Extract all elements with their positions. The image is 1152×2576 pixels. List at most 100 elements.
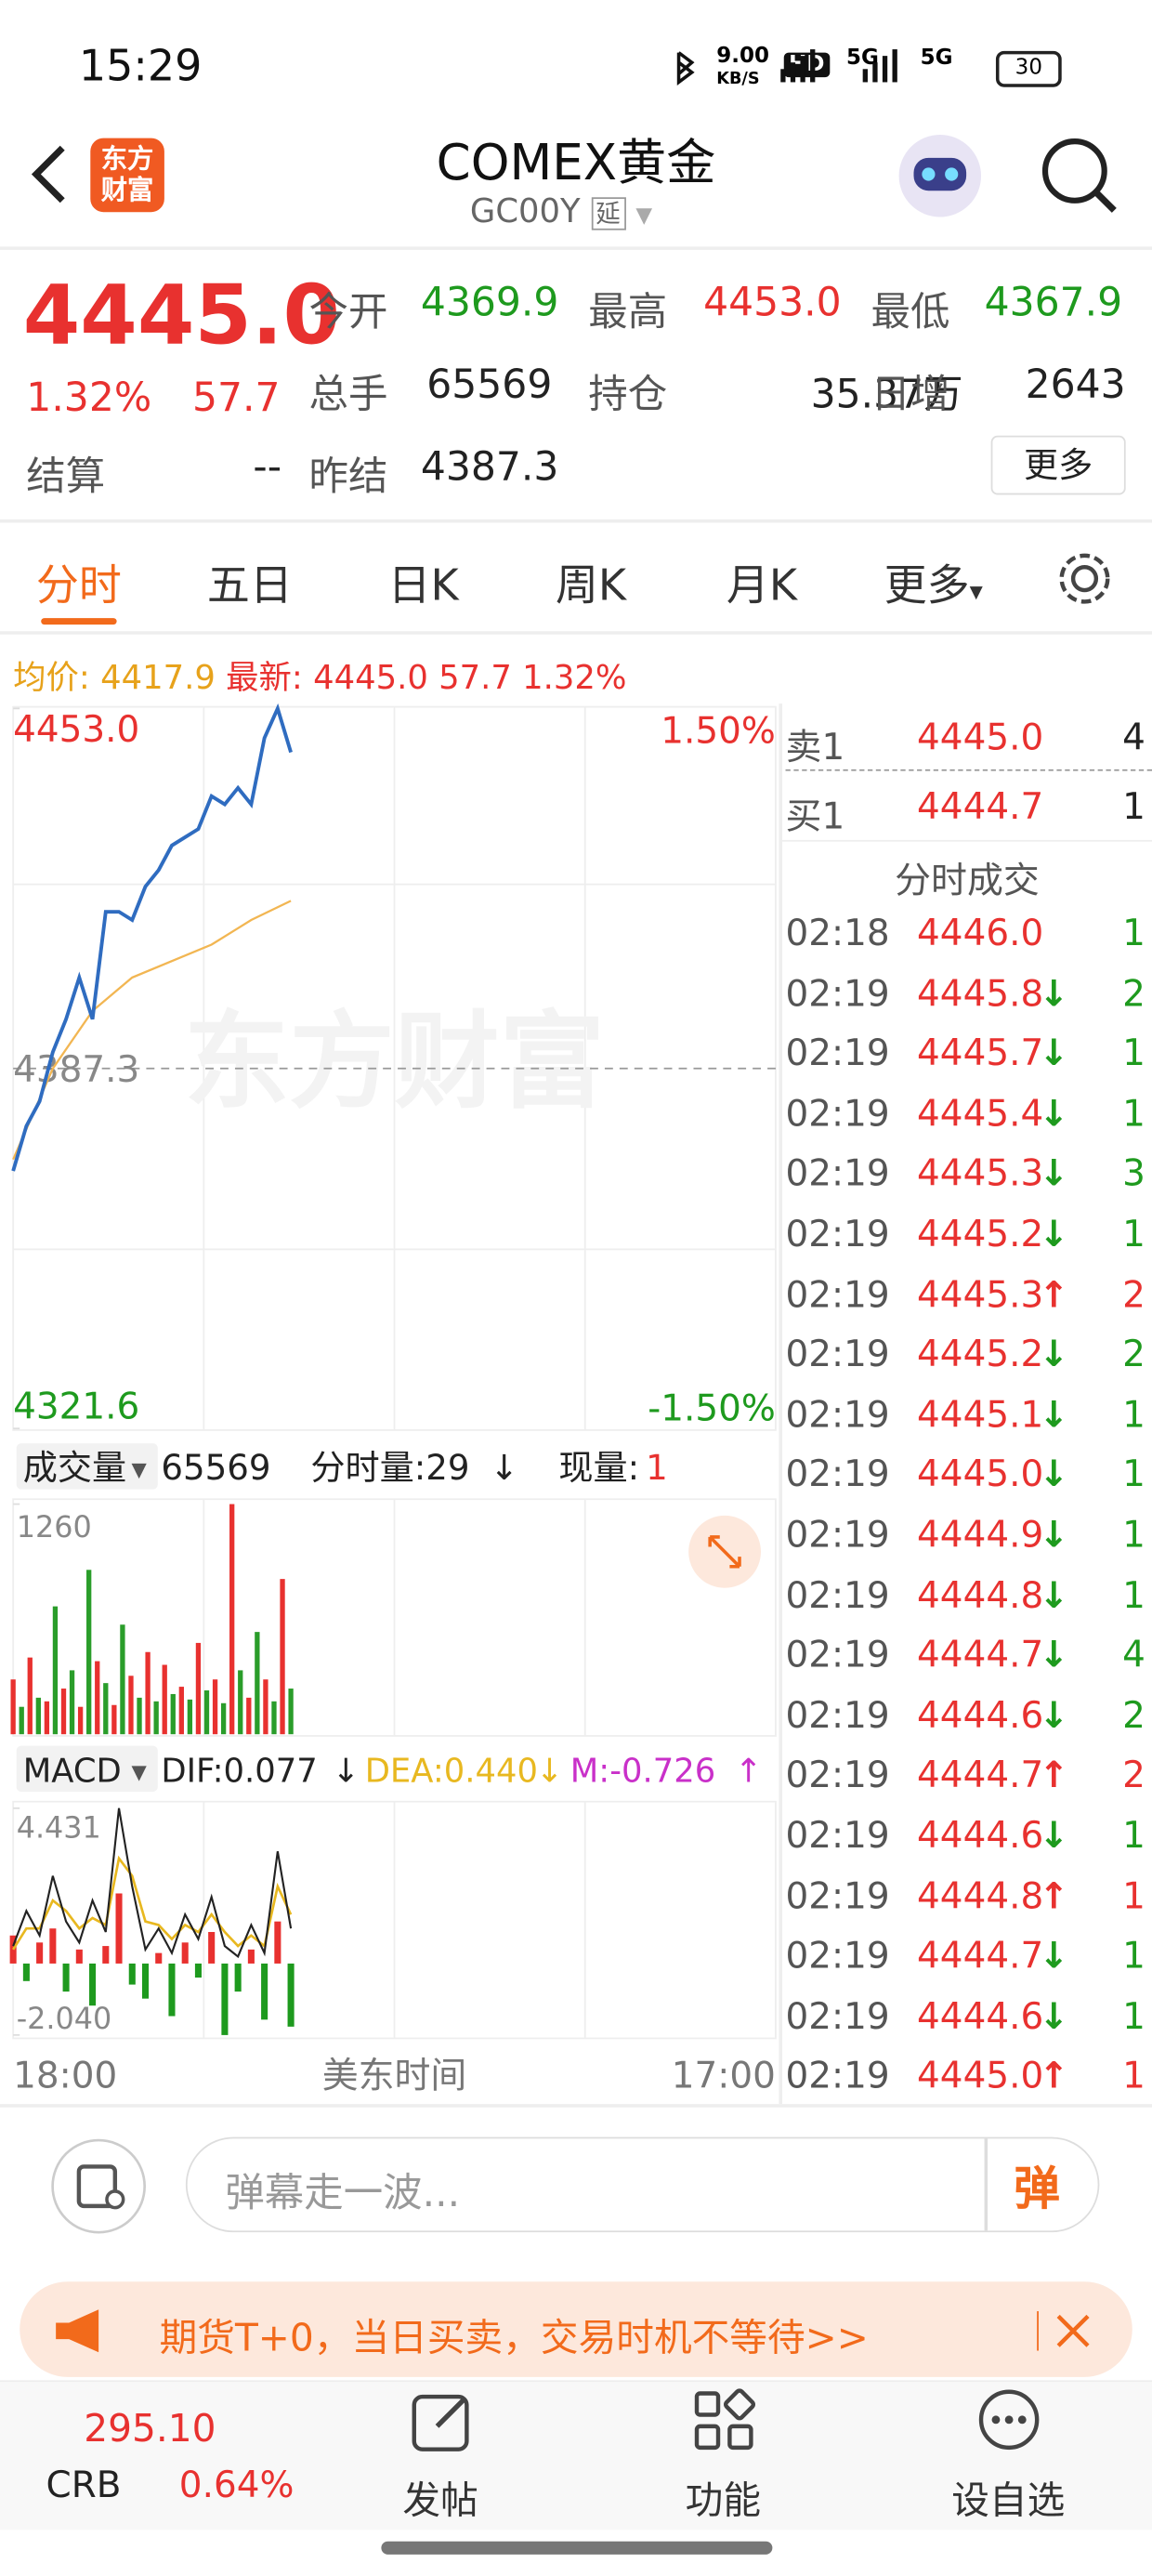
prev-value: 4387.3 (420, 443, 559, 491)
trade-arrow: ↓ (1038, 1575, 1069, 1617)
trade-time: 02:19 (785, 1876, 890, 1918)
trade-volume: 2 (1122, 1334, 1145, 1376)
nav-label[interactable]: 发帖 (402, 2480, 478, 2524)
macd-bar (208, 1931, 216, 1964)
trade-price: 4444.9 (917, 1515, 1044, 1557)
nav-label[interactable]: 设自选 (951, 2480, 1066, 2524)
trade-time: 02:19 (785, 1274, 890, 1317)
field-value: 4453.0 (703, 279, 842, 326)
macd-dif: DIF:0.077 (161, 1752, 317, 1790)
field-label: 今开 (308, 289, 388, 335)
close-banner[interactable] (1054, 2311, 1093, 2350)
code: GC00Y (469, 191, 581, 230)
trade-volume: 1 (1122, 1215, 1145, 1256)
trade-arrow: ↓ (1038, 1696, 1069, 1738)
trade-arrow: ↓ (1038, 1094, 1069, 1136)
bid-label: 买1 (785, 796, 845, 839)
last-value: 4445.0 (313, 657, 428, 698)
volume-bar (145, 1651, 151, 1735)
trade-volume: 1 (1122, 2057, 1145, 2098)
volume-bar (27, 1657, 33, 1735)
speed: 9.00 (716, 44, 769, 70)
tab[interactable]: 日K (387, 561, 459, 612)
macd-bar (168, 1963, 176, 2017)
trade-time: 02:19 (785, 1455, 890, 1497)
promo-banner[interactable] (20, 2281, 1132, 2377)
megaphone-icon (56, 2309, 99, 2353)
bluetooth-icon (676, 51, 695, 85)
volume-bar (35, 1697, 41, 1735)
tab[interactable]: 五日 (206, 561, 293, 612)
volume-bar (162, 1664, 167, 1735)
danmu-button[interactable]: 弹 (1014, 2162, 1060, 2216)
x-start: 18:00 (13, 2056, 117, 2097)
divider (0, 519, 1152, 523)
trade-price: 4445.2 (917, 1334, 1044, 1376)
divider (785, 769, 1152, 771)
trade-arrow: ↓ (1038, 1996, 1069, 2039)
trade-arrow: ↓ (1038, 1154, 1069, 1196)
macd-selector (16, 1745, 158, 1793)
more-button[interactable]: 更多 (990, 435, 1126, 495)
trade-price: 4446.0 (917, 913, 1044, 955)
caret: ▼ (132, 1458, 148, 1481)
field-label: 最高 (588, 289, 668, 335)
chart-area: 东方财富 4453.0 4387.3 4321.6 1.50% -1.50% 成交量 ▼ 655… (9, 703, 777, 2097)
last-label: 最新: (226, 657, 303, 698)
avg-value: 4417.9 (100, 657, 216, 698)
trade-time: 02:19 (785, 1154, 890, 1196)
trade-volume: 1 (1122, 1816, 1145, 1858)
volume-bar (120, 1624, 125, 1735)
trade-time: 02:19 (785, 1033, 890, 1076)
logo[interactable]: 东方 财富 (90, 138, 164, 213)
volume-bar (86, 1570, 92, 1735)
trade-time: 02:19 (785, 1937, 890, 1978)
ask-price: 4445.0 (917, 718, 1044, 760)
signal-icon-2 (780, 49, 816, 83)
watchlist-icon[interactable] (976, 2386, 1049, 2455)
tab[interactable]: 分时 (35, 561, 122, 612)
search-button[interactable] (1035, 132, 1120, 217)
divider (0, 246, 1152, 250)
trade-price: 4445.3 (917, 1274, 1044, 1317)
tab[interactable]: 周K (555, 561, 627, 612)
macd-bar (274, 1921, 281, 1964)
trade-time: 02:19 (785, 974, 890, 1016)
macd-m: M:-0.726 (570, 1752, 715, 1790)
volume-bar (60, 1689, 67, 1735)
crb-value: 295.10 (84, 2408, 216, 2451)
x-end: 17:00 (672, 2056, 776, 2097)
function-icon[interactable] (690, 2386, 763, 2455)
volume-bar (111, 1704, 117, 1735)
avg-line (12, 900, 292, 1161)
tab[interactable]: 月K (726, 561, 798, 612)
volume-bar (137, 1697, 142, 1735)
post-icon[interactable] (408, 2386, 480, 2455)
ask-volume: 4 (1122, 718, 1145, 760)
robot-avatar[interactable] (894, 132, 992, 224)
macd-dea: DEA:0.440 (365, 1752, 538, 1790)
now-value: 1 (646, 1448, 668, 1488)
macd-bar (181, 1942, 189, 1964)
volume-bar (255, 1632, 260, 1735)
danmu-settings-button[interactable] (49, 2137, 148, 2236)
back-button[interactable] (23, 141, 72, 207)
nav-label[interactable]: 功能 (685, 2480, 762, 2524)
speed-unit: KB/S (716, 71, 760, 89)
settings-button[interactable] (1055, 549, 1115, 609)
comment-input[interactable] (185, 2136, 1100, 2233)
macd-bar (36, 1942, 44, 1964)
settle-value: -- (253, 443, 282, 491)
trade-arrow: ↓ (1038, 974, 1069, 1016)
minute-arrow: ↓ (490, 1448, 518, 1488)
info-line: 均价: 4417.9 最新: 4445.0 57.7 1.32% (13, 651, 626, 698)
y-tick-label: 1260 (17, 1509, 92, 1544)
tab[interactable]: 更多▾ (884, 561, 983, 612)
net2: 5G (920, 46, 953, 72)
trade-price: 4445.2 (917, 1215, 1044, 1256)
subtitle[interactable]: GC00Y 延 ▼ (470, 191, 652, 230)
trade-arrow: ↓ (1038, 1334, 1069, 1376)
trade-volume: 1 (1122, 1575, 1145, 1617)
caret: ▾ (969, 575, 983, 607)
